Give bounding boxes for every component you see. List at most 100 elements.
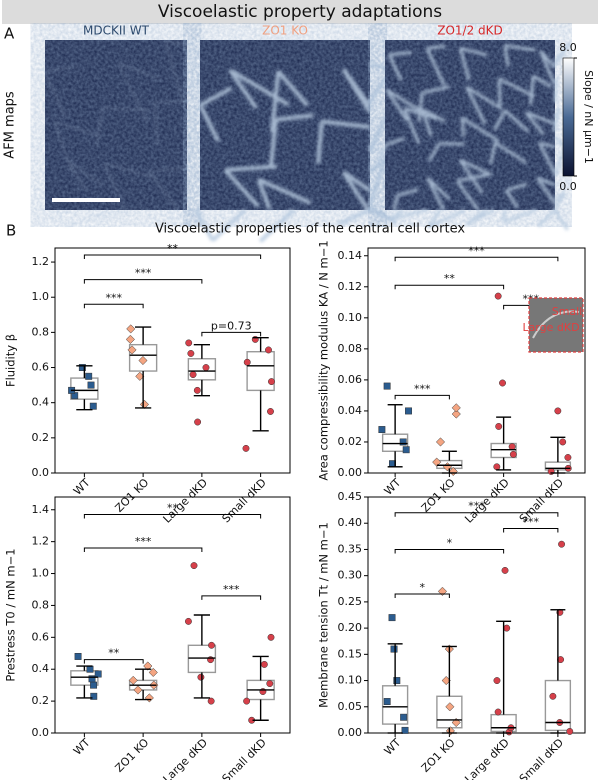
- y-axis-label: Area compressibility modulus KA / N m−1: [317, 240, 331, 480]
- significance-label: **: [108, 647, 120, 660]
- cell-edge: [256, 178, 272, 210]
- x-tick-label: WT: [71, 476, 93, 498]
- x-tick-label: Large dKD: [161, 736, 211, 780]
- significance-bracket: [83, 303, 144, 309]
- cell-edge: [163, 209, 188, 233]
- x-tick-label: ZO1 KO: [112, 736, 151, 775]
- y-tick-label: 0.10: [338, 674, 363, 687]
- cell-edge: [275, 113, 314, 122]
- data-point: [401, 726, 409, 734]
- significance-bracket: [394, 256, 559, 262]
- data-point: [133, 685, 143, 695]
- cell-edge: [149, 167, 188, 173]
- y-tick-label: 0.14: [338, 249, 363, 262]
- cell-edge: [465, 85, 500, 109]
- cell-edge: [427, 208, 466, 229]
- cell-edge: [44, 71, 66, 118]
- data-point: [451, 403, 461, 413]
- cell-edge: [553, 42, 571, 63]
- inset-image: [528, 297, 584, 353]
- cell-edge: [426, 209, 442, 229]
- y-tick-label: 0.0: [32, 466, 50, 479]
- data-point: [138, 355, 148, 366]
- data-point: [501, 566, 509, 574]
- data-point: [126, 324, 136, 334]
- significance-label: ***: [106, 291, 123, 304]
- y-tick-label: 0.4: [32, 396, 50, 409]
- y-tick-label: 1.2: [32, 535, 50, 548]
- data-point: [266, 680, 274, 688]
- afm-texture: [45, 40, 187, 210]
- significance-label: p=0.73: [211, 319, 252, 332]
- data-point: [503, 624, 511, 632]
- cell-edge: [276, 70, 309, 107]
- inset-label: Large dKD: [522, 321, 579, 334]
- panel-title: Viscoelastic properties of the central c…: [155, 222, 465, 237]
- y-tick-label: 0.0: [32, 726, 50, 739]
- panel-label: A: [4, 25, 15, 43]
- y-tick-label: 0.12: [338, 280, 363, 293]
- x-tick-label: ZO1 KO: [419, 736, 458, 775]
- cell-edge: [421, 108, 446, 123]
- data-point: [494, 292, 502, 300]
- cell-edge: [385, 88, 409, 122]
- cell-edge: [505, 189, 519, 209]
- cell-edge: [341, 68, 372, 113]
- significance-label: ***: [135, 267, 152, 280]
- significance-bracket: [394, 394, 450, 400]
- cell-edge: [425, 47, 446, 87]
- cell-edge: [536, 177, 557, 205]
- cell-edge: [465, 208, 487, 226]
- cell-edge: [505, 182, 528, 192]
- y-tick-label: 0.00: [338, 466, 363, 479]
- cell-edge: [504, 44, 537, 52]
- significance-label: ***: [468, 500, 485, 513]
- data-point: [89, 402, 97, 410]
- cell-edge: [342, 170, 372, 193]
- data-point: [208, 641, 215, 649]
- data-point: [402, 446, 410, 454]
- cell-edge: [503, 109, 530, 133]
- data-point: [267, 633, 275, 641]
- cell-edge: [421, 109, 433, 137]
- data-point: [194, 418, 202, 426]
- data-point: [185, 339, 193, 347]
- data-point: [125, 334, 135, 344]
- significance-label: ***: [414, 382, 431, 395]
- cell-edge: [552, 108, 561, 133]
- colorbar-label: Slope / nN µm−1: [582, 70, 595, 164]
- cell-edge: [337, 208, 371, 227]
- cell-edge: [54, 121, 100, 137]
- cell-edge: [498, 77, 536, 98]
- cell-edge: [341, 171, 370, 212]
- cell-edge: [148, 171, 179, 211]
- data-point: [193, 386, 201, 394]
- data-point: [494, 708, 502, 716]
- significance-label: *: [447, 536, 453, 549]
- cell-edge: [321, 119, 371, 129]
- cell-edge: [368, 158, 388, 206]
- data-point: [268, 378, 275, 386]
- cell-edge: [95, 107, 104, 147]
- significance-bracket: [83, 279, 203, 284]
- data-point: [189, 371, 197, 379]
- afm-network: [44, 41, 215, 233]
- y-tick-label: 1.0: [32, 290, 50, 303]
- data-point: [405, 407, 412, 415]
- cell-edge: [458, 159, 484, 194]
- data-point: [437, 586, 448, 596]
- data-point: [243, 697, 251, 705]
- y-axis-label: Membrane tension Tt / mN m−1: [317, 522, 331, 708]
- data-point: [197, 673, 205, 681]
- cell-edge: [459, 46, 488, 57]
- cell-edge: [64, 209, 115, 227]
- cell-edge: [199, 86, 233, 107]
- x-tick-label: Small dKD: [220, 736, 269, 780]
- cell-edge: [460, 117, 466, 137]
- data-point: [260, 660, 268, 668]
- data-point: [202, 364, 210, 371]
- y-tick-label: 0.30: [338, 569, 363, 582]
- data-point: [493, 463, 501, 471]
- significance-bracket: [394, 593, 450, 599]
- y-tick-label: 1.2: [32, 255, 50, 268]
